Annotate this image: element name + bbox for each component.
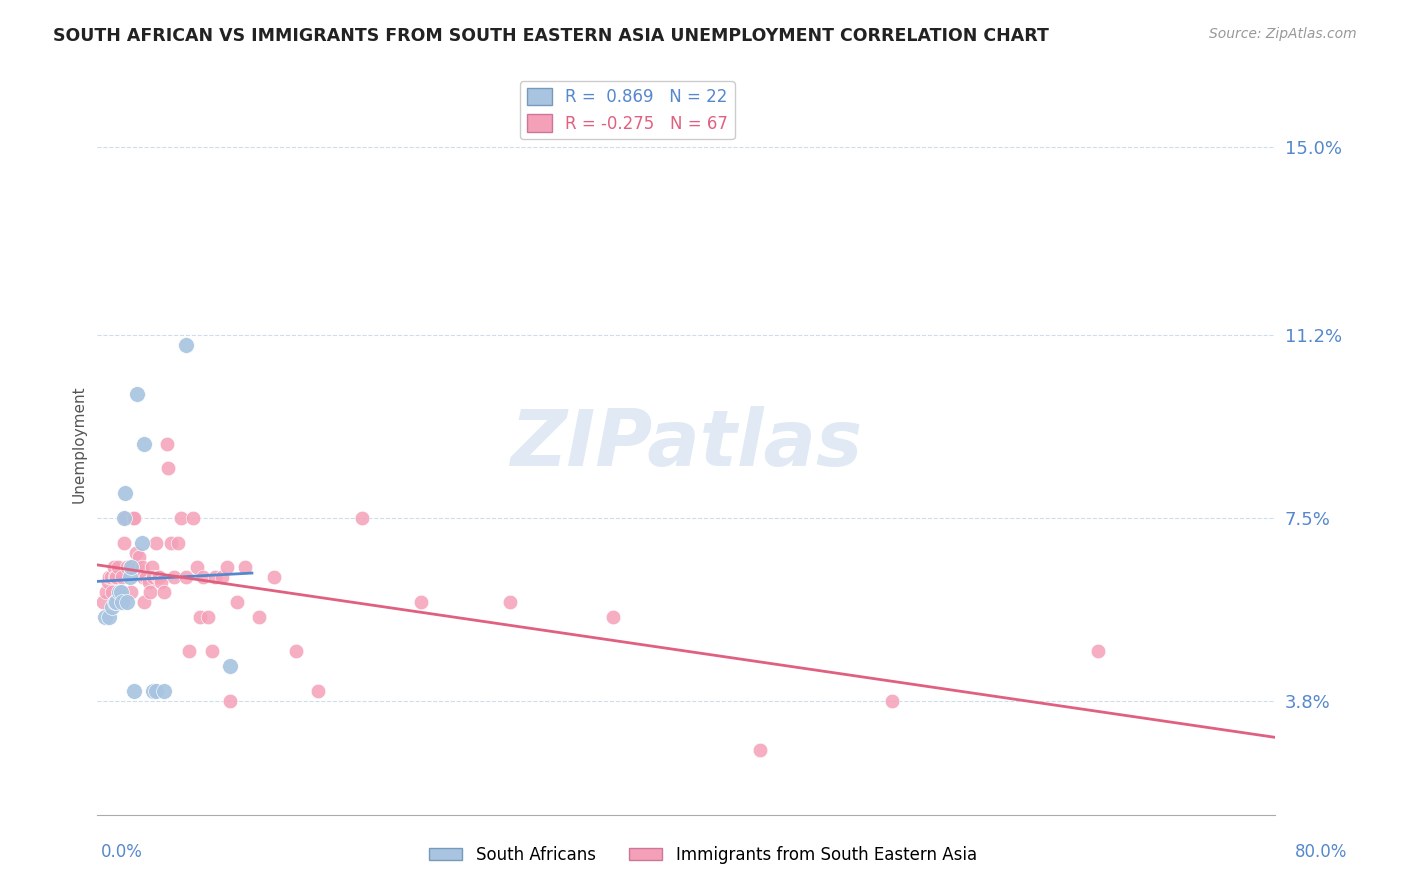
- Point: [263, 570, 285, 584]
- Point: [498, 595, 520, 609]
- Point: [108, 585, 131, 599]
- Text: Source: ZipAtlas.com: Source: ZipAtlas.com: [1209, 27, 1357, 41]
- Point: [112, 511, 135, 525]
- Point: [100, 570, 122, 584]
- Point: [120, 560, 142, 574]
- Point: [411, 595, 433, 609]
- Point: [105, 570, 128, 584]
- Point: [148, 570, 170, 584]
- Point: [152, 684, 174, 698]
- Point: [114, 511, 136, 525]
- Text: ZIPatlas: ZIPatlas: [510, 406, 862, 482]
- Point: [218, 694, 240, 708]
- Point: [93, 609, 115, 624]
- Point: [118, 570, 141, 584]
- Point: [124, 545, 146, 559]
- Point: [118, 560, 141, 574]
- Point: [122, 511, 145, 525]
- Point: [127, 387, 149, 401]
- Point: [145, 684, 167, 698]
- Point: [110, 585, 132, 599]
- Point: [121, 511, 143, 525]
- Point: [110, 585, 132, 599]
- Point: [108, 585, 131, 599]
- Point: [115, 560, 138, 574]
- Point: [104, 570, 127, 584]
- Legend: South Africans, Immigrants from South Eastern Asia: South Africans, Immigrants from South Ea…: [422, 839, 984, 871]
- Point: [122, 684, 145, 698]
- Point: [247, 609, 270, 624]
- Point: [602, 609, 624, 624]
- Point: [103, 560, 125, 574]
- Point: [111, 595, 134, 609]
- Point: [105, 595, 128, 609]
- Point: [186, 560, 208, 574]
- Point: [112, 535, 135, 549]
- Point: [163, 570, 186, 584]
- Point: [115, 595, 138, 609]
- Point: [748, 743, 770, 757]
- Point: [307, 684, 329, 698]
- Point: [132, 570, 155, 584]
- Point: [1087, 644, 1109, 658]
- Point: [218, 659, 240, 673]
- Point: [201, 644, 224, 658]
- Point: [174, 570, 197, 584]
- Point: [131, 560, 153, 574]
- Point: [174, 338, 197, 352]
- Point: [882, 694, 904, 708]
- Point: [197, 609, 219, 624]
- Point: [134, 595, 156, 609]
- Point: [134, 436, 156, 450]
- Point: [167, 535, 190, 549]
- Point: [226, 595, 249, 609]
- Y-axis label: Unemployment: Unemployment: [72, 385, 86, 502]
- Point: [128, 550, 150, 565]
- Point: [170, 511, 193, 525]
- Point: [98, 570, 121, 584]
- Point: [156, 461, 179, 475]
- Point: [181, 511, 204, 525]
- Point: [142, 684, 165, 698]
- Point: [101, 599, 124, 614]
- Point: [155, 436, 177, 450]
- Text: 0.0%: 0.0%: [101, 843, 143, 861]
- Point: [145, 535, 167, 549]
- Point: [352, 511, 374, 525]
- Point: [141, 560, 163, 574]
- Point: [98, 609, 121, 624]
- Text: 80.0%: 80.0%: [1295, 843, 1347, 861]
- Point: [96, 585, 118, 599]
- Point: [107, 560, 129, 574]
- Text: SOUTH AFRICAN VS IMMIGRANTS FROM SOUTH EASTERN ASIA UNEMPLOYMENT CORRELATION CHA: SOUTH AFRICAN VS IMMIGRANTS FROM SOUTH E…: [53, 27, 1049, 45]
- Legend: R =  0.869   N = 22, R = -0.275   N = 67: R = 0.869 N = 22, R = -0.275 N = 67: [520, 81, 734, 139]
- Point: [177, 644, 200, 658]
- Point: [211, 570, 233, 584]
- Point: [215, 560, 238, 574]
- Point: [146, 570, 169, 584]
- Point: [135, 570, 157, 584]
- Point: [104, 595, 127, 609]
- Point: [131, 535, 153, 549]
- Point: [285, 644, 308, 658]
- Point: [204, 570, 226, 584]
- Point: [190, 609, 212, 624]
- Point: [138, 575, 160, 590]
- Point: [152, 585, 174, 599]
- Point: [149, 575, 172, 590]
- Point: [114, 486, 136, 500]
- Point: [139, 585, 162, 599]
- Point: [193, 570, 215, 584]
- Point: [142, 570, 165, 584]
- Point: [233, 560, 256, 574]
- Point: [160, 535, 183, 549]
- Point: [120, 585, 142, 599]
- Point: [91, 595, 114, 609]
- Point: [101, 585, 124, 599]
- Point: [111, 570, 134, 584]
- Point: [127, 560, 149, 574]
- Point: [97, 575, 120, 590]
